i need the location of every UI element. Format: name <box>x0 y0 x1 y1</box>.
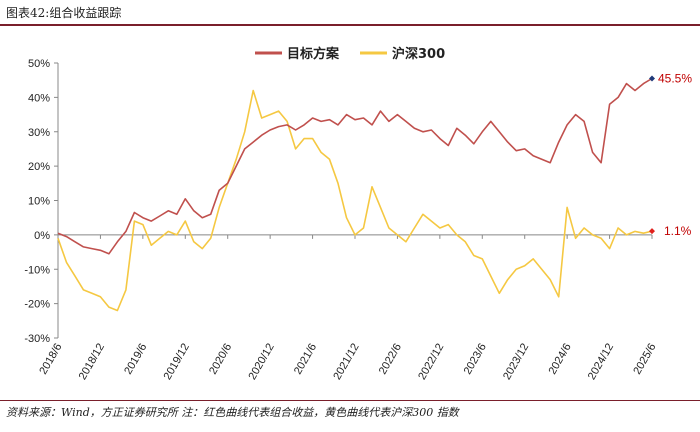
y-tick-label: 10% <box>28 196 50 208</box>
end-label-strategy: 45.5% <box>658 71 692 85</box>
x-tick-label: 2021/6 <box>292 342 319 377</box>
line-chart: 50% 40% 30% 20% 10% 0% -10% -20% -30%2018/6 2018/… <box>24 46 692 382</box>
axis-layer: 50% 40% 30% 20% 10% 0% -10% -20% -30%2018/6 2018/… <box>24 58 658 382</box>
x-tick-label: 2022/12 <box>416 342 446 382</box>
x-tick-label: 2023/12 <box>501 342 531 382</box>
x-tick-label: 2020/6 <box>207 342 234 377</box>
x-tick-label: 2018/6 <box>37 342 64 377</box>
bottom-rule <box>0 400 700 401</box>
figure-title: 图表42:组合收益跟踪 <box>6 6 122 20</box>
y-tick-label: -20% <box>24 299 50 311</box>
series-line-strategy <box>57 77 653 255</box>
y-tick-label: 50% <box>28 58 50 70</box>
x-tick-label: 2019/6 <box>122 342 149 377</box>
series-line-index <box>57 89 653 312</box>
x-tick-label: 2020/12 <box>246 342 276 382</box>
legend: 目标方案 沪深300 <box>255 46 445 62</box>
x-tick-label: 2024/6 <box>547 342 574 377</box>
end-marker-index <box>649 228 655 235</box>
y-tick-label: -30% <box>24 333 50 345</box>
y-tick-label: 30% <box>28 127 50 139</box>
x-tick-label: 2022/6 <box>377 342 404 377</box>
y-tick-label: -10% <box>24 264 50 276</box>
figure-source: 资料来源：Wind，方正证券研究所 注：红色曲线代表组合收益，黄色曲线代表沪深3… <box>6 406 459 419</box>
x-tick-label: 2018/12 <box>77 342 107 382</box>
legend-label-strategy: 目标方案 <box>287 46 340 62</box>
end-marker-strategy <box>649 75 655 82</box>
y-tick-label: 20% <box>28 161 50 173</box>
x-tick-label: 2019/12 <box>162 342 192 382</box>
end-label-index: 1.1% <box>664 224 692 238</box>
x-tick-label: 2024/12 <box>586 342 616 382</box>
x-tick-label: 2021/12 <box>331 342 361 382</box>
x-tick-label: 2023/6 <box>462 342 489 377</box>
legend-label-index: 沪深300 <box>392 46 445 62</box>
x-tick-label: 2025/6 <box>631 342 658 377</box>
y-tick-label: 0% <box>34 230 50 242</box>
series-layer: 45.5% 1.1% <box>57 71 692 312</box>
top-rule <box>0 24 700 26</box>
y-tick-label: 40% <box>28 92 50 104</box>
